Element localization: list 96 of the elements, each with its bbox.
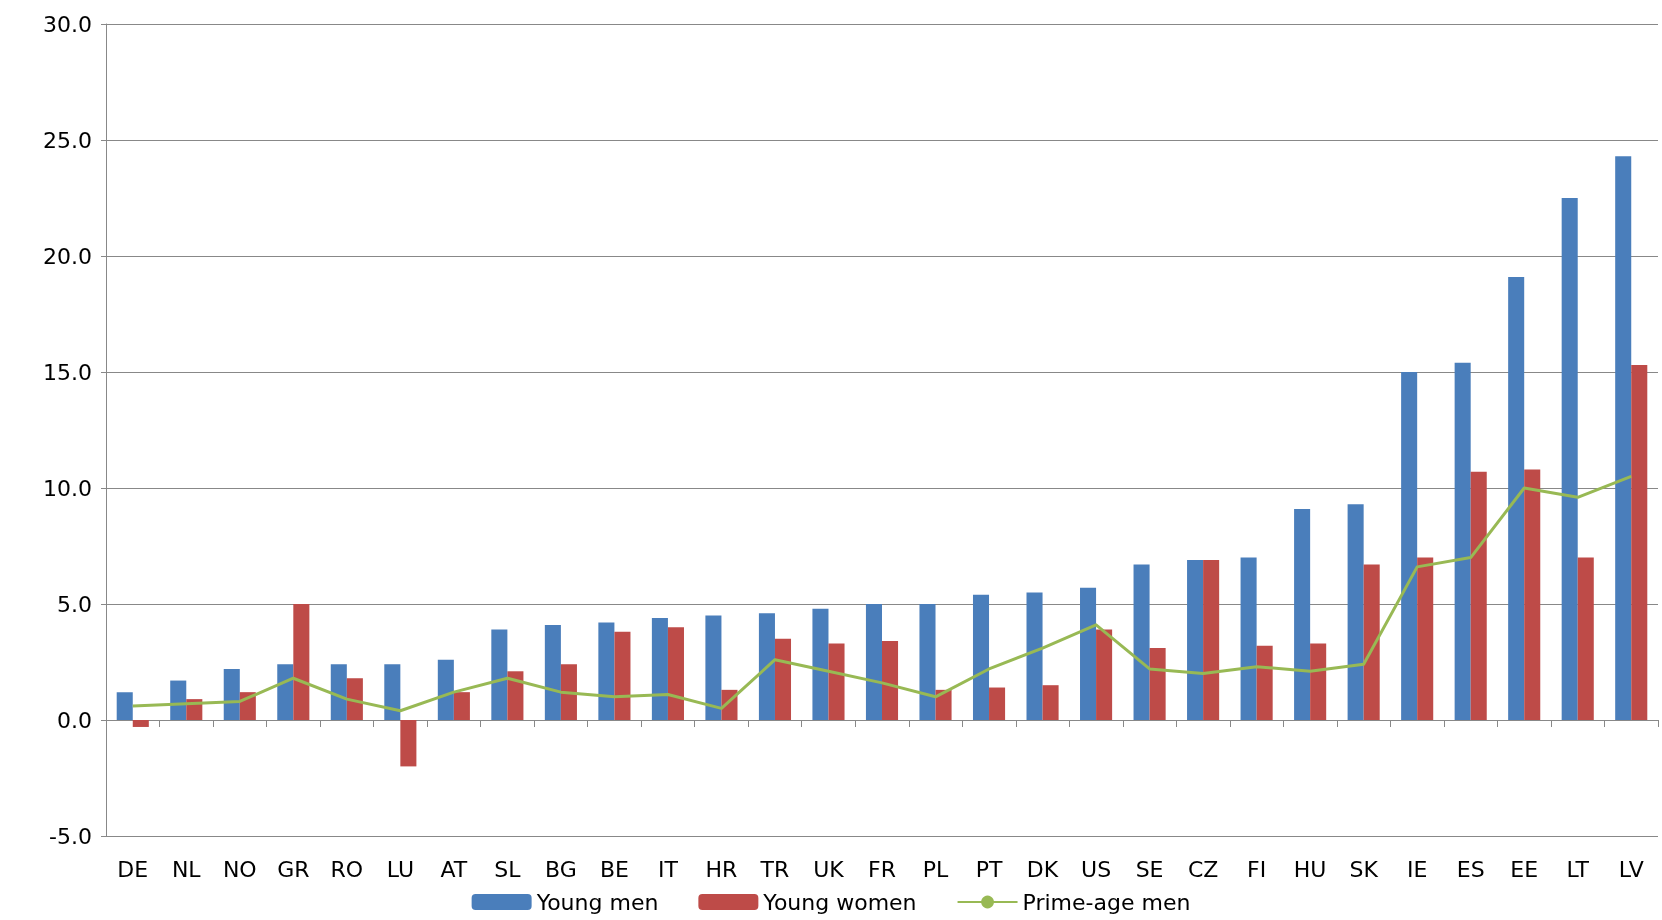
- x-tick-label: FI: [1247, 856, 1267, 882]
- x-tick-label: SK: [1349, 856, 1379, 882]
- x-tick-label: LT: [1566, 856, 1590, 882]
- bar: [507, 671, 524, 720]
- bar: [384, 664, 401, 720]
- bar: [919, 604, 936, 720]
- bar: [1149, 648, 1166, 720]
- legend-label: Prime-age men: [1022, 889, 1191, 915]
- bar: [1417, 557, 1434, 720]
- x-tick-label: SE: [1135, 856, 1164, 882]
- bar: [1631, 365, 1648, 720]
- x-tick-label: LU: [386, 856, 414, 882]
- bar: [277, 664, 294, 720]
- bar: [346, 678, 363, 720]
- y-tick-label: 10.0: [43, 475, 92, 501]
- y-tick-label: -5.0: [49, 823, 92, 849]
- bar: [437, 659, 454, 720]
- line-series: [131, 474, 1633, 713]
- x-tick-label: GR: [277, 856, 310, 882]
- x-tick-label: HR: [705, 856, 738, 882]
- y-tick-label: 20.0: [43, 243, 92, 269]
- x-tick-label: BE: [599, 856, 629, 882]
- bar: [1470, 471, 1487, 720]
- y-tick-label: 0.0: [57, 707, 92, 733]
- bar: [758, 613, 775, 720]
- bar: [330, 664, 347, 720]
- x-tick-label: UK: [813, 856, 845, 882]
- bar: [989, 687, 1006, 720]
- bar: [1203, 559, 1220, 720]
- x-tick-label: EE: [1510, 856, 1539, 882]
- legend-label: Young women: [762, 889, 917, 915]
- x-tick-label: DK: [1026, 856, 1059, 882]
- x-tick-label: PL: [922, 856, 950, 882]
- bar: [1240, 557, 1257, 720]
- x-tick-label: CZ: [1187, 856, 1219, 882]
- bar: [1310, 643, 1327, 720]
- x-tick-label: NO: [222, 856, 257, 882]
- bar: [1042, 685, 1059, 720]
- bar: [972, 594, 990, 720]
- bar: [1401, 372, 1418, 720]
- bar: [1577, 557, 1594, 720]
- x-tick-label: BG: [545, 856, 577, 882]
- bar: [1454, 362, 1471, 720]
- bar: [223, 668, 240, 720]
- bar: [560, 664, 577, 720]
- bar: [1347, 504, 1364, 720]
- bar: [1561, 198, 1578, 720]
- bar: [774, 638, 792, 720]
- x-tick-label: AT: [440, 856, 468, 882]
- bar: [400, 720, 417, 767]
- bar: [598, 622, 615, 720]
- bar: [544, 624, 561, 720]
- y-tick-label: 25.0: [43, 127, 92, 153]
- x-tick-label: LV: [1618, 856, 1644, 882]
- x-tick-label: NL: [171, 856, 202, 882]
- y-tick-label: 15.0: [43, 359, 92, 385]
- bar: [1615, 156, 1632, 720]
- bar: [614, 631, 631, 720]
- bar: [293, 604, 310, 720]
- bar: [1187, 559, 1204, 720]
- x-tick-label: PT: [975, 856, 1003, 882]
- bar: [828, 643, 845, 720]
- bar: [812, 608, 829, 720]
- bar: [1096, 629, 1113, 720]
- bar: [132, 720, 149, 727]
- x-tick-label: SL: [494, 856, 522, 882]
- bar: [1026, 592, 1043, 720]
- x-tick-label: TR: [759, 856, 790, 882]
- x-tick-label: DE: [117, 856, 149, 882]
- x-tick-label: FR: [868, 856, 896, 882]
- legend-label: Young men: [535, 889, 659, 915]
- bar: [935, 689, 952, 720]
- bar: [1363, 564, 1380, 720]
- bar: [1256, 645, 1273, 720]
- bar: [705, 615, 722, 720]
- x-tick-label: ES: [1456, 856, 1485, 882]
- bar: [170, 680, 187, 720]
- bar: [1524, 469, 1541, 720]
- x-tick-label: IE: [1406, 856, 1428, 882]
- x-tick-label: US: [1081, 856, 1112, 882]
- bar: [1080, 587, 1097, 720]
- x-tick-label: RO: [330, 856, 364, 882]
- bar: [1294, 508, 1311, 720]
- x-tick-label: IT: [657, 856, 679, 882]
- bar: [651, 617, 668, 720]
- y-tick-label: 5.0: [57, 591, 92, 617]
- bar: [1133, 564, 1150, 720]
- bar: [1508, 276, 1525, 720]
- x-tick-label: HU: [1293, 856, 1327, 882]
- bar: [116, 692, 133, 720]
- bar: [865, 604, 882, 720]
- bar: [491, 629, 508, 720]
- bar: [667, 627, 684, 720]
- bar: [882, 641, 899, 720]
- y-tick-label: 30.0: [43, 11, 92, 37]
- bar: [453, 692, 470, 720]
